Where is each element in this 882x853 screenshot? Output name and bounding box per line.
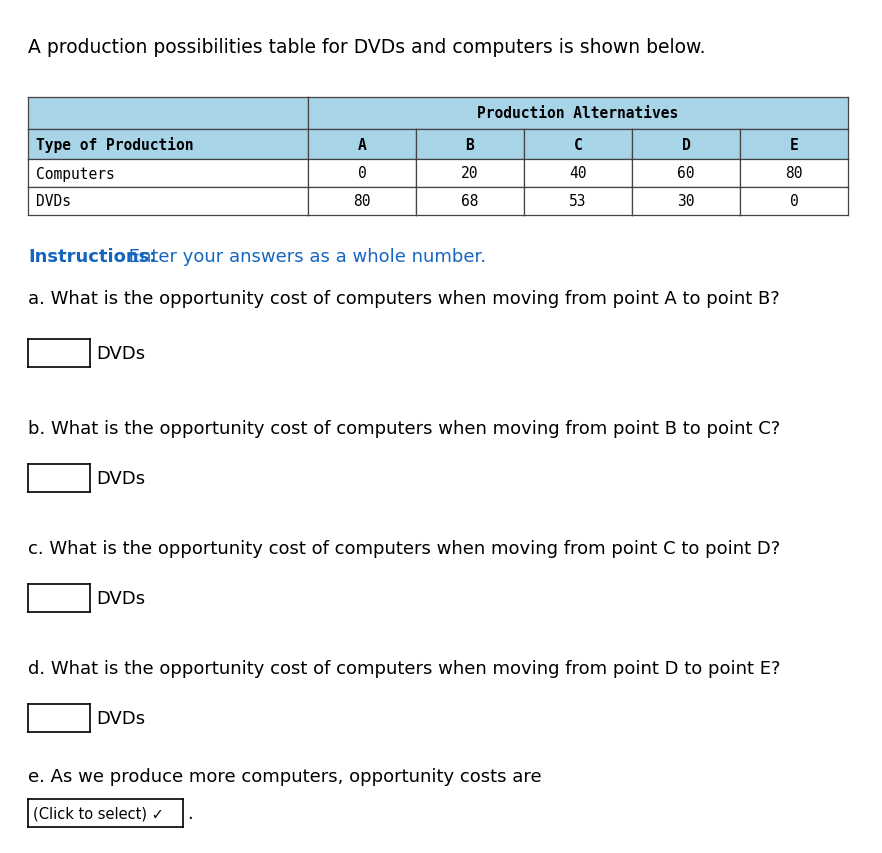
Text: DVDs: DVDs — [36, 194, 71, 209]
Text: a. What is the opportunity cost of computers when moving from point A to point B: a. What is the opportunity cost of compu… — [28, 290, 780, 308]
Text: E: E — [789, 137, 798, 153]
Text: D: D — [682, 137, 691, 153]
Text: DVDs: DVDs — [96, 709, 146, 727]
Text: Instructions:: Instructions: — [28, 247, 156, 265]
Text: 68: 68 — [461, 194, 479, 209]
Text: 0: 0 — [357, 166, 366, 182]
Text: B: B — [466, 137, 475, 153]
Text: A production possibilities table for DVDs and computers is shown below.: A production possibilities table for DVD… — [28, 38, 706, 57]
Text: e. As we produce more computers, opportunity costs are: e. As we produce more computers, opportu… — [28, 767, 542, 785]
Text: 40: 40 — [569, 166, 587, 182]
Text: DVDs: DVDs — [96, 469, 146, 487]
Text: c. What is the opportunity cost of computers when moving from point C to point D: c. What is the opportunity cost of compu… — [28, 539, 781, 557]
Text: Enter your answers as a whole number.: Enter your answers as a whole number. — [123, 247, 486, 265]
Text: 20: 20 — [461, 166, 479, 182]
Text: .: . — [187, 804, 193, 822]
Text: 60: 60 — [677, 166, 695, 182]
Text: 80: 80 — [354, 194, 370, 209]
Text: 80: 80 — [785, 166, 803, 182]
Text: b. What is the opportunity cost of computers when moving from point B to point C: b. What is the opportunity cost of compu… — [28, 420, 781, 438]
Text: 0: 0 — [789, 194, 798, 209]
Text: Production Alternatives: Production Alternatives — [477, 107, 678, 121]
Text: Computers: Computers — [36, 166, 115, 182]
Text: A: A — [357, 137, 366, 153]
Text: 53: 53 — [569, 194, 587, 209]
Text: d. What is the opportunity cost of computers when moving from point D to point E: d. What is the opportunity cost of compu… — [28, 659, 781, 677]
Text: Type of Production: Type of Production — [36, 136, 193, 153]
Text: (Click to select) ✓: (Click to select) ✓ — [33, 805, 164, 821]
Text: DVDs: DVDs — [96, 345, 146, 363]
Text: 30: 30 — [677, 194, 695, 209]
Text: C: C — [573, 137, 582, 153]
Text: DVDs: DVDs — [96, 589, 146, 607]
